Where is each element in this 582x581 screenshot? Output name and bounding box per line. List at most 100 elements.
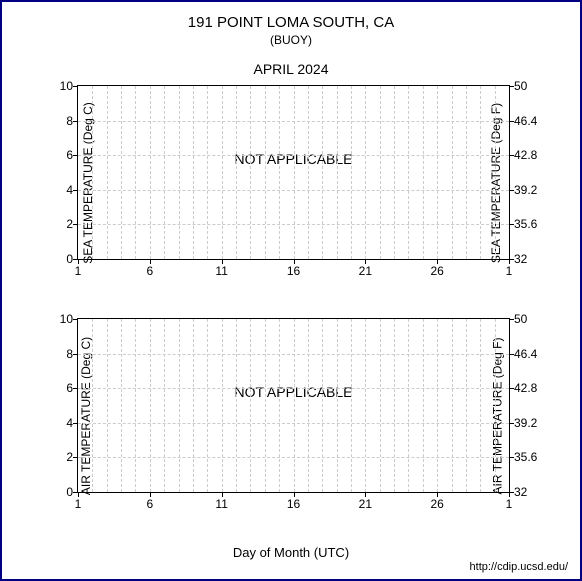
x-tick-label: 6 — [146, 497, 153, 511]
gridline-v — [480, 319, 481, 492]
y-tick-left-label: 4 — [66, 416, 73, 430]
y-tick-left-label: 0 — [66, 252, 73, 266]
gridline-v — [380, 319, 381, 492]
y-tick-right-label: 50 — [514, 79, 527, 93]
gridline-v — [495, 86, 496, 259]
gridline-v — [107, 319, 108, 492]
x-tick-label: 1 — [75, 264, 82, 278]
gridline-v — [279, 86, 280, 259]
gridline-v — [250, 319, 251, 492]
gridline-v — [408, 319, 409, 492]
x-tick-label: 26 — [430, 264, 443, 278]
gridline-v — [279, 319, 280, 492]
gridline-v — [466, 319, 467, 492]
gridline-v — [365, 86, 366, 259]
y-tick-right-label: 42.8 — [514, 148, 537, 162]
y-tick-right-label: 39.2 — [514, 416, 537, 430]
gridline-v — [495, 319, 496, 492]
gridline-h — [78, 224, 509, 225]
gridline-v — [92, 319, 93, 492]
gridline-v — [351, 86, 352, 259]
gridline-v — [308, 86, 309, 259]
gridline-v — [351, 319, 352, 492]
gridline-v — [452, 86, 453, 259]
gridline-h — [78, 354, 509, 355]
gridline-v — [322, 319, 323, 492]
y-tick-right-label: 50 — [514, 312, 527, 326]
y-tick-left-label: 2 — [66, 450, 73, 464]
air-temp-chart: AIR TEMPERATURE (Deg C) AIR TEMPERATURE … — [12, 318, 570, 513]
tick-mark — [73, 190, 78, 191]
y-tick-right-label: 32 — [514, 485, 527, 499]
y-tick-left-label: 2 — [66, 217, 73, 231]
gridline-v — [236, 319, 237, 492]
tick-mark — [73, 86, 78, 87]
x-tick-label: 1 — [75, 497, 82, 511]
chart-container: 191 POINT LOMA SOUTH, CA (BUOY) APRIL 20… — [0, 0, 582, 581]
x-tick-label: 16 — [287, 497, 300, 511]
gridline-v — [308, 319, 309, 492]
y-tick-left-label: 6 — [66, 381, 73, 395]
gridline-h — [78, 155, 509, 156]
footer-url: http://cdip.ucsd.edu/ — [470, 561, 568, 573]
gridline-v — [250, 86, 251, 259]
x-tick-label: 21 — [359, 497, 372, 511]
tick-mark — [73, 457, 78, 458]
gridline-v — [236, 86, 237, 259]
gridline-v — [437, 86, 438, 259]
y-tick-right-label: 39.2 — [514, 183, 537, 197]
gridline-v — [265, 86, 266, 259]
tick-mark — [73, 354, 78, 355]
y-tick-left-label: 6 — [66, 148, 73, 162]
y-tick-right-label: 42.8 — [514, 381, 537, 395]
gridline-v — [135, 86, 136, 259]
tick-mark — [73, 224, 78, 225]
x-tick-label: 1 — [506, 264, 513, 278]
y-tick-left-label: 8 — [66, 114, 73, 128]
gridline-v — [337, 319, 338, 492]
gridline-v — [322, 86, 323, 259]
y-tick-right-label: 46.4 — [514, 347, 537, 361]
gridline-v — [179, 319, 180, 492]
plot-area: NOT APPLICABLE 02468103235.639.242.846.4… — [77, 318, 510, 493]
gridline-v — [380, 86, 381, 259]
gridline-v — [423, 319, 424, 492]
gridline-v — [394, 319, 395, 492]
gridline-v — [135, 319, 136, 492]
gridline-v — [423, 86, 424, 259]
gridline-v — [207, 86, 208, 259]
gridline-v — [150, 86, 151, 259]
gridline-h — [78, 423, 509, 424]
gridline-v — [121, 319, 122, 492]
gridline-v — [121, 86, 122, 259]
gridline-v — [294, 319, 295, 492]
tick-mark — [73, 423, 78, 424]
gridline-v — [452, 319, 453, 492]
station-title: 191 POINT LOMA SOUTH, CA — [2, 14, 580, 31]
y-tick-left-label: 4 — [66, 183, 73, 197]
gridline-v — [193, 319, 194, 492]
gridline-v — [437, 319, 438, 492]
x-tick-label: 21 — [359, 264, 372, 278]
gridline-h — [78, 121, 509, 122]
y-tick-left-label: 8 — [66, 347, 73, 361]
x-tick-label: 11 — [215, 497, 227, 511]
x-axis-label: Day of Month (UTC) — [12, 545, 570, 560]
gridline-v — [466, 86, 467, 259]
x-tick-label: 26 — [430, 497, 443, 511]
x-tick-label: 1 — [506, 497, 513, 511]
gridline-h — [78, 457, 509, 458]
sea-temp-chart: SEA TEMPERATURE (Deg C) SEA TEMPERATURE … — [12, 85, 570, 280]
gridline-v — [107, 86, 108, 259]
charts-region: SEA TEMPERATURE (Deg C) SEA TEMPERATURE … — [2, 85, 580, 560]
header: 191 POINT LOMA SOUTH, CA (BUOY) APRIL 20… — [2, 2, 580, 77]
station-subtitle: (BUOY) — [2, 33, 580, 47]
y-tick-left-label: 10 — [60, 79, 73, 93]
y-tick-left-label: 10 — [60, 312, 73, 326]
gridline-v — [164, 319, 165, 492]
tick-mark — [73, 155, 78, 156]
y-tick-right-label: 35.6 — [514, 217, 537, 231]
gridline-v — [480, 86, 481, 259]
gridline-h — [78, 388, 509, 389]
y-tick-right-label: 32 — [514, 252, 527, 266]
